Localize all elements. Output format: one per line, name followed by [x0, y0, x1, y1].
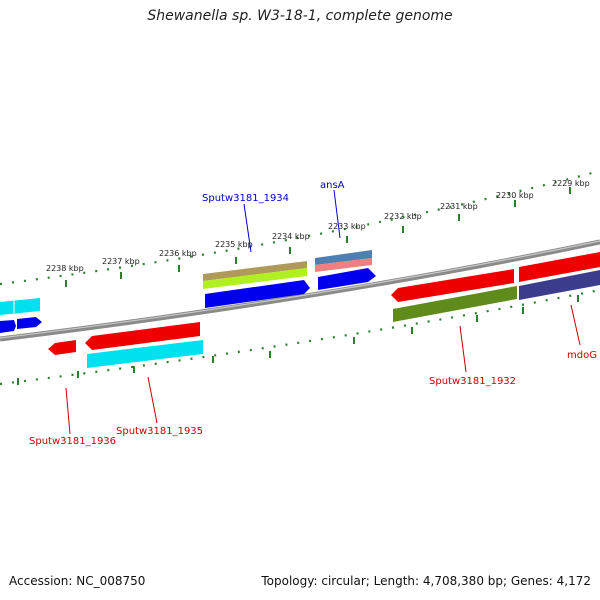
tick-label-2235: 2235 kbp — [215, 240, 253, 249]
tick-label-2232: 2232 kbp — [384, 212, 422, 221]
tick-label-2231: 2231 kbp — [440, 202, 478, 211]
upper-scale-major-ticks — [65, 187, 571, 287]
genome-title: Shewanella sp. W3-18-1, complete genome — [147, 8, 453, 24]
gene-sputw3181-1936-red — [48, 340, 76, 355]
gene-sputw3181-1935-cyan — [87, 340, 203, 368]
gene-ansA-blue — [318, 268, 376, 290]
tick-label-2229: 2229 kbp — [552, 179, 590, 188]
genome-backbone — [0, 239, 600, 342]
gene-ansA-steel — [315, 250, 372, 265]
gene-left-blue — [0, 320, 16, 333]
accession-text: Accession: NC_008750 — [9, 574, 146, 588]
gene-mdoG-purple — [519, 270, 600, 300]
gene-label-sputw3181-1934: Sputw3181_1934 — [202, 193, 289, 204]
lower-scale-major-ticks — [17, 295, 579, 385]
gene-sputw3181-1934-lime — [203, 268, 307, 289]
gene-label-sputw3181-1932: Sputw3181_1932 — [429, 376, 516, 387]
tick-label-2237: 2237 kbp — [102, 257, 140, 266]
gene-label-sputw3181-1936: Sputw3181_1936 — [29, 436, 116, 447]
lower-scale-dots — [0, 288, 600, 386]
label-leader-lines — [65, 189, 581, 435]
upper-scale-dots — [0, 169, 600, 286]
genome-backbone-highlight — [0, 240, 600, 339]
leader-sputw3181-1936 — [65, 387, 71, 435]
leader-sputw3181-1932 — [459, 325, 467, 373]
leader-ansA — [333, 189, 341, 239]
tick-label-2230: 2230 kbp — [496, 191, 534, 200]
leader-sputw3181-1934 — [243, 203, 252, 253]
tick-label-2236: 2236 kbp — [159, 249, 197, 258]
tick-label-2233: 2233 kbp — [328, 222, 366, 231]
gene-sputw3181-1934-khaki — [203, 261, 307, 281]
gene-label-ansA: ansA — [320, 180, 345, 191]
gene-sputw3181-1932-olive — [393, 286, 517, 322]
gene-sputw3181-1935-red — [85, 322, 200, 350]
gene-left-blue-2 — [17, 317, 42, 329]
gene-sputw3181-1932-red — [391, 269, 514, 302]
gene-label-mdoG: mdoG — [567, 350, 597, 361]
gene-sputw3181-1934-blue — [205, 280, 310, 308]
gene-mdoG-red — [519, 252, 600, 282]
gene-label-sputw3181-1935: Sputw3181_1935 — [116, 426, 203, 437]
gene-ansA-pink — [315, 258, 372, 272]
gene-left-cyan-top — [0, 298, 40, 315]
leader-mdoG — [570, 304, 581, 346]
tick-label-2238: 2238 kbp — [46, 264, 84, 273]
tick-label-2234: 2234 kbp — [272, 232, 310, 241]
genome-summary-text: Topology: circular; Length: 4,708,380 bp… — [261, 574, 591, 588]
leader-sputw3181-1935 — [147, 376, 158, 424]
